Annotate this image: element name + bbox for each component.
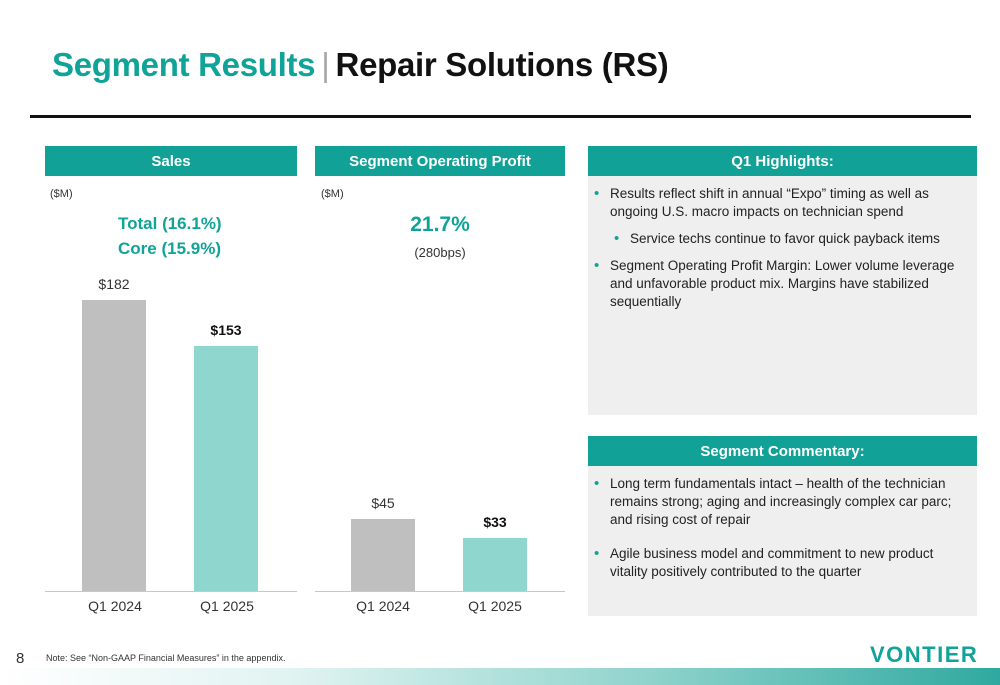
vontier-logo: VONTIER: [870, 642, 979, 667]
title-part1: Segment Results: [52, 46, 316, 83]
highlight-item: Segment Operating Profit Margin: Lower v…: [590, 257, 962, 311]
bar-value-label: $182: [98, 275, 130, 292]
sales-chart: $182 $153 Q1 2024 Q1 2025: [45, 276, 297, 620]
footnote: Note: See “Non-GAAP Financial Measures” …: [46, 653, 286, 663]
title-rule: [30, 115, 971, 118]
bar: [351, 519, 415, 591]
profit-margin-change: (280bps): [414, 245, 466, 260]
footer-strip: [0, 668, 1000, 685]
title-separator: |: [321, 46, 330, 83]
category-label: Q1 2025: [200, 598, 254, 614]
profit-chart: $45 $33 Q1 2024 Q1 2025: [315, 280, 565, 620]
highlight-subitem: Service techs continue to favor quick pa…: [610, 230, 962, 248]
category-label: Q1 2024: [88, 598, 142, 614]
commentary-header: Segment Commentary:: [588, 436, 977, 466]
highlights-panel: Results reflect shift in annual “Expo” t…: [588, 176, 977, 415]
bar-value-label: $33: [483, 514, 507, 531]
page-title: Segment Results | Repair Solutions (RS): [52, 46, 669, 84]
profit-unit: ($M): [321, 188, 344, 200]
bar: [194, 346, 258, 591]
category-label: Q1 2024: [356, 598, 410, 614]
sales-header: Sales: [45, 146, 297, 176]
sales-unit: ($M): [50, 188, 73, 200]
title-part2: Repair Solutions (RS): [335, 46, 669, 83]
commentary-item: Agile business model and commitment to n…: [590, 545, 962, 581]
highlights-header: Q1 Highlights:: [588, 146, 977, 176]
sales-total: Total (16.1%): [118, 214, 222, 233]
commentary-item: Long term fundamentals intact – health o…: [590, 475, 962, 529]
chart-baseline: [45, 591, 297, 592]
chart-baseline: [315, 591, 565, 592]
bar-value-label: $153: [210, 322, 242, 339]
bar-value-label: $45: [371, 495, 395, 511]
profit-margin: 21.7%: [410, 213, 470, 236]
highlight-item: Results reflect shift in annual “Expo” t…: [590, 185, 962, 221]
sales-core: Core (15.9%): [118, 239, 221, 258]
profit-header: Segment Operating Profit: [315, 146, 565, 176]
category-label: Q1 2025: [468, 598, 522, 614]
bar: [463, 538, 527, 591]
commentary-panel: Long term fundamentals intact – health o…: [588, 466, 977, 616]
bar: [82, 299, 146, 591]
page-number: 8: [16, 650, 25, 667]
